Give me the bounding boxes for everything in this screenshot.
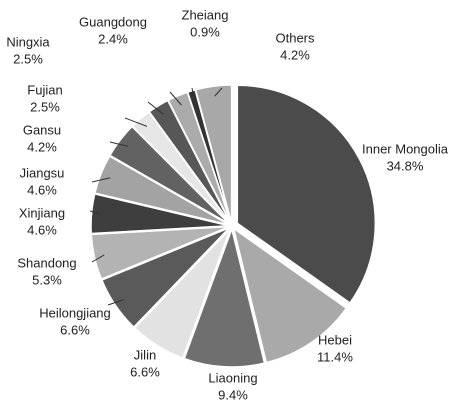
pie-slice <box>90 225 230 281</box>
slice-value-label: 11.4% <box>317 349 353 364</box>
leader-line <box>214 87 223 97</box>
slice-label: Guangdong <box>79 14 147 29</box>
slice-value-label: 5.3% <box>32 272 62 287</box>
pie-slice <box>94 155 230 226</box>
leader-line <box>109 141 129 147</box>
slice-value-label: 4.2% <box>280 47 310 62</box>
pie-slice <box>100 226 231 329</box>
leader-line <box>169 91 182 106</box>
pie-slice <box>183 226 266 368</box>
pie-slice <box>90 193 230 235</box>
slice-label: Inner Mongolia <box>362 141 449 156</box>
slice-label: Gansu <box>23 122 61 137</box>
slice-value-label: 6.6% <box>130 364 160 379</box>
leader-line <box>91 254 105 263</box>
pie-slice <box>236 84 377 304</box>
slice-value-label: 4.6% <box>27 182 57 197</box>
leader-line <box>147 101 164 115</box>
leader-line <box>89 210 102 215</box>
slice-label: Heilongjiang <box>39 305 111 320</box>
pie-slice <box>194 84 233 224</box>
slice-value-label: 9.4% <box>218 387 248 402</box>
slice-value-label: 34.8% <box>387 158 424 173</box>
slice-label: Ningxia <box>6 34 50 49</box>
slice-value-label: 0.9% <box>190 24 220 39</box>
slice-value-label: 2.5% <box>13 51 43 66</box>
pie-slice <box>232 226 348 364</box>
slice-label: Others <box>275 30 315 45</box>
slice-label: Jiangsu <box>20 165 65 180</box>
leader-line <box>191 87 195 101</box>
slice-value-label: 4.2% <box>27 139 57 154</box>
slice-label: Zheiang <box>182 7 229 22</box>
slice-label: Shandong <box>17 255 76 270</box>
slice-label: Fujian <box>27 82 62 97</box>
slice-label: Jilin <box>134 347 156 362</box>
slice-value-label: 2.5% <box>30 99 60 114</box>
slice-label: Liaoning <box>208 370 257 385</box>
slice-value-label: 6.6% <box>60 322 90 337</box>
slice-label: Xinjiang <box>19 205 65 220</box>
leader-line <box>124 117 148 127</box>
slice-label: Hebei <box>318 332 352 347</box>
leader-line <box>107 299 124 306</box>
slice-value-label: 2.4% <box>98 31 128 46</box>
leader-line <box>91 177 111 183</box>
pie-slice <box>133 228 232 360</box>
slice-value-label: 4.6% <box>27 222 57 237</box>
